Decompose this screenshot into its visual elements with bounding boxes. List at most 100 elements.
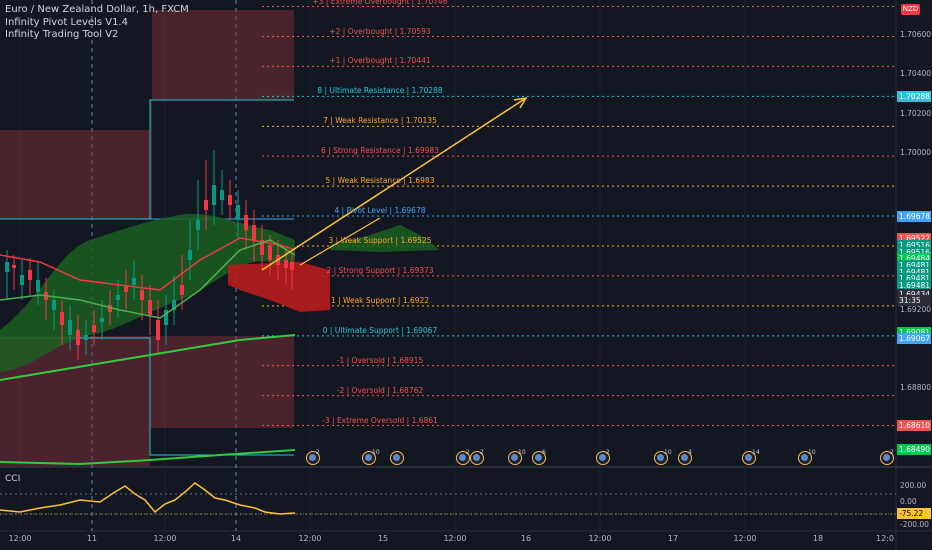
- price-tick: 1.70000: [900, 147, 932, 157]
- candle-body: [36, 280, 40, 292]
- time-tick: 12:00: [588, 534, 612, 543]
- event-count: 2: [606, 449, 610, 456]
- time-tick: 14: [230, 534, 242, 543]
- cci-tick-neg200: -200.00: [900, 520, 929, 529]
- economic-event-icon[interactable]: 2: [470, 449, 484, 465]
- sma-long: [0, 449, 296, 466]
- economic-event-icon[interactable]: 2: [456, 449, 470, 465]
- price-tag: 31:35: [897, 295, 931, 307]
- candle-body: [76, 330, 80, 345]
- event-count: 10: [518, 449, 526, 456]
- level-label: +2 | Overbought | 1.70593: [329, 26, 431, 36]
- economic-event-icon[interactable]: 6: [532, 449, 546, 465]
- time-tick: 12:00: [8, 534, 32, 543]
- candle-body: [252, 225, 256, 240]
- event-count: 10: [664, 449, 672, 456]
- time-tick: 11: [86, 534, 98, 543]
- time-tick: 17: [667, 534, 679, 543]
- resistance-zone: [0, 10, 294, 219]
- candle-body: [236, 205, 240, 220]
- time-tick: 12:00: [443, 534, 467, 543]
- time-tick: 12:00: [298, 534, 322, 543]
- level-label: +3 | Extreme Overbought | 1.70746: [312, 0, 448, 6]
- cci-label[interactable]: CCI: [5, 474, 21, 484]
- candle-body: [116, 295, 120, 300]
- economic-event-icon[interactable]: 10: [654, 449, 672, 465]
- level-label: -1 | Oversold | 1.68915: [336, 355, 424, 365]
- candle-body: [92, 325, 96, 332]
- cloud-green-future: [330, 225, 440, 252]
- indicator-pivot-levels[interactable]: Infinity Pivot Levels V1.4: [5, 17, 128, 28]
- price-tag: 1.69481: [897, 273, 931, 285]
- event-count: 14: [752, 449, 760, 456]
- price-tag: 1.68610: [897, 420, 931, 431]
- candle-body: [140, 290, 144, 300]
- economic-event-icon[interactable]: 4: [678, 449, 692, 465]
- candle-body: [148, 300, 152, 315]
- candle-body: [164, 310, 168, 325]
- candle-body: [84, 335, 88, 340]
- economic-event-icon[interactable]: 2: [306, 449, 320, 465]
- price-tag: 1.69481: [897, 259, 931, 271]
- symbol-title[interactable]: Euro / New Zealand Dollar, 1h, FXCM: [5, 4, 189, 15]
- price-tag: 1.69067: [897, 333, 931, 345]
- price-tag: 1.69481: [897, 266, 931, 278]
- candle-body: [60, 312, 64, 325]
- ema-red: [0, 237, 296, 291]
- economic-event-icon[interactable]: 10: [362, 449, 380, 465]
- event-count: 2: [466, 449, 470, 456]
- economic-event-icon[interactable]: [390, 451, 404, 465]
- projection-arrow: [261, 97, 527, 271]
- event-count: 2: [316, 449, 320, 456]
- projection-arrowhead: [513, 96, 528, 109]
- candle-body: [12, 265, 16, 268]
- candle-body: [172, 300, 176, 310]
- price-tag: 1.69081: [897, 326, 931, 338]
- sma-green: [0, 334, 296, 381]
- time-tick: 18: [812, 534, 824, 543]
- time-tick: 12:00: [733, 534, 757, 543]
- projection-short: [299, 217, 381, 266]
- indicator-trading-tool[interactable]: Infinity Trading Tool V2: [5, 29, 119, 40]
- candle-body: [124, 285, 128, 292]
- economic-event-icon[interactable]: 10: [798, 449, 816, 465]
- cloud-green: [0, 213, 295, 372]
- level-label: 1 | Weak Support | 1.6922: [330, 295, 430, 305]
- time-tick: 12:0: [876, 534, 894, 543]
- economic-event-icon[interactable]: 14: [742, 449, 760, 465]
- candle-body: [228, 195, 232, 205]
- time-tick: 12:00: [153, 534, 177, 543]
- cci-tick-0: 0.00: [900, 497, 917, 506]
- time-tick: 15: [377, 534, 389, 543]
- price-tag: 1.69434: [897, 288, 931, 300]
- economic-event-icon[interactable]: 2: [596, 449, 610, 465]
- price-tag: 1.68490: [897, 443, 931, 455]
- level-label: -2 | Oversold | 1.68762: [336, 385, 424, 395]
- economic-event-icon[interactable]: 2: [880, 449, 894, 465]
- economic-event-icon[interactable]: 10: [508, 449, 526, 465]
- candle-body: [268, 245, 272, 260]
- level-label: -3 | Extreme Oversold | 1.6861: [322, 415, 438, 425]
- price-tick: 1.70200: [900, 108, 932, 118]
- level-label: 6 | Strong Resistance | 1.69983: [321, 146, 439, 156]
- candle-body: [244, 215, 248, 230]
- currency-badge[interactable]: NZD: [901, 4, 920, 15]
- candle-body: [204, 200, 208, 210]
- price-tag: 1.69522: [897, 233, 931, 245]
- price-tick: 1.68800: [900, 383, 932, 393]
- support-zone: [0, 336, 294, 428]
- level-label: 7 | Weak Resistance | 1.70135: [323, 116, 437, 126]
- price-tag: 1.69678: [897, 210, 931, 222]
- cci-tick-200: 200.00: [900, 481, 927, 490]
- level-label: 3 | Weak Support | 1.69525: [328, 236, 432, 245]
- event-count: 2: [890, 449, 894, 456]
- candle-body: [260, 240, 264, 255]
- candle-body: [52, 300, 56, 310]
- price-tag: 1.69484: [897, 253, 931, 265]
- event-count: 6: [542, 449, 546, 456]
- event-count: 4: [688, 449, 692, 456]
- price-tag: 1.69481: [897, 279, 931, 291]
- level-label: 0 | Ultimate Support | 1.69067: [322, 325, 438, 335]
- level-label: 4 | Pivot Level | 1.69678: [334, 206, 426, 215]
